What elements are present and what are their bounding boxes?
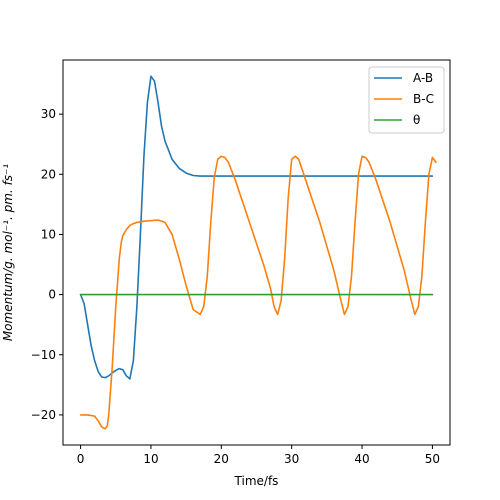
y-tick-label: 0	[48, 288, 56, 302]
plot-frame	[62, 59, 451, 446]
x-axis: 0 10 20 30 40 50	[77, 445, 440, 466]
y-tick-label: 20	[41, 167, 56, 181]
y-tick-label: 30	[41, 107, 56, 121]
y-axis-label: Momentum/g. mol⁻¹. pm. fs⁻¹	[1, 164, 15, 342]
x-tick-label: 30	[284, 452, 299, 466]
x-tick-label: 40	[354, 452, 369, 466]
x-tick-label: 10	[143, 452, 158, 466]
y-tick-label: −20	[31, 408, 56, 422]
series-layer	[79, 75, 437, 430]
legend-label-0: A-B	[413, 71, 433, 85]
x-tick-label: 50	[425, 452, 440, 466]
x-tick-label: 0	[77, 452, 85, 466]
legend-box	[368, 66, 445, 134]
series-line-1	[79, 155, 437, 430]
x-tick-label: 20	[214, 452, 229, 466]
y-axis: −20 −10 0 10 20 30	[31, 107, 63, 422]
x-axis-label: Time/fs	[234, 474, 279, 488]
series-line-0	[79, 75, 434, 380]
legend: A-B B-C θ	[368, 66, 445, 134]
legend-label-1: B-C	[413, 92, 434, 106]
y-tick-label: 10	[41, 227, 56, 241]
y-tick-label: −10	[31, 348, 56, 362]
legend-label-2: θ	[413, 113, 420, 127]
